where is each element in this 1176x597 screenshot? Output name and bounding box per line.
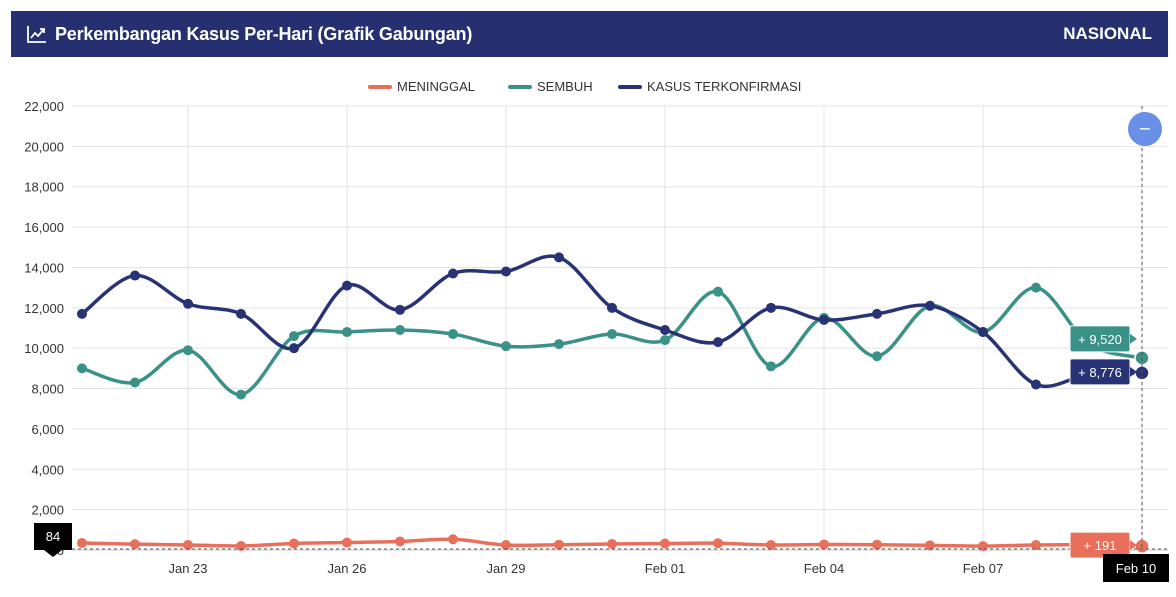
tooltip-pointer-1: [1130, 333, 1137, 344]
y-tick-label: 10,000: [24, 341, 64, 356]
data-point[interactable]: [448, 534, 458, 545]
data-point[interactable]: [819, 539, 829, 550]
data-point[interactable]: [766, 302, 776, 313]
y-tick-label: 2,000: [31, 503, 64, 518]
data-point[interactable]: [77, 538, 87, 549]
crosshair-date-label: Feb 10: [1116, 561, 1156, 576]
data-point[interactable]: [554, 539, 564, 550]
data-point[interactable]: [183, 298, 193, 309]
data-point[interactable]: [395, 536, 405, 547]
data-point[interactable]: [77, 363, 87, 374]
y-tick-label: 8,000: [31, 382, 64, 397]
data-point[interactable]: [501, 266, 511, 277]
data-point[interactable]: [1031, 282, 1041, 293]
data-point[interactable]: [607, 329, 617, 340]
series-line-1: [81, 285, 1143, 397]
data-point[interactable]: [1031, 539, 1041, 550]
tooltip-value-0: + 191: [1084, 538, 1117, 553]
data-point[interactable]: [342, 537, 352, 548]
x-tick-label: Jan 23: [168, 561, 207, 576]
data-point[interactable]: [289, 343, 299, 354]
crosshair-date-box: [1103, 554, 1169, 582]
y-tick-label: 12,000: [24, 301, 64, 316]
crosshair-y-box: [34, 523, 72, 550]
crosshair-y-label: 84: [46, 529, 60, 544]
series-line-2: [80, 254, 1143, 388]
data-point[interactable]: [395, 325, 405, 336]
data-point[interactable]: [713, 538, 723, 549]
chart-header: Perkembangan Kasus Per-Hari (Grafik Gabu…: [11, 11, 1168, 57]
region-label[interactable]: NASIONAL: [1063, 24, 1152, 43]
data-point[interactable]: [660, 335, 670, 346]
data-point[interactable]: [713, 337, 723, 348]
data-point[interactable]: [236, 389, 246, 400]
data-point[interactable]: [236, 308, 246, 319]
zoom-out-button[interactable]: [1128, 112, 1162, 146]
data-point[interactable]: [448, 329, 458, 340]
data-point[interactable]: [872, 351, 882, 362]
y-tick-label: 16,000: [24, 220, 64, 235]
tooltip-pointer-2: [1130, 366, 1137, 377]
data-point[interactable]: [713, 286, 723, 297]
x-tick-label: Feb 07: [963, 561, 1003, 576]
x-tick-label: Feb 04: [804, 561, 844, 576]
data-point[interactable]: [183, 345, 193, 356]
data-point[interactable]: [501, 341, 511, 352]
data-point[interactable]: [448, 268, 458, 279]
data-point[interactable]: [130, 377, 140, 388]
zoom-out-icon: −: [1138, 119, 1151, 138]
data-point[interactable]: [607, 302, 617, 313]
tooltip-value-1: + 9,520: [1078, 332, 1122, 347]
legend-label[interactable]: SEMBUH: [537, 79, 593, 94]
data-point[interactable]: [978, 327, 988, 338]
y-tick-label: 4,000: [31, 462, 64, 477]
data-point[interactable]: [819, 314, 829, 325]
x-tick-label: Feb 01: [645, 561, 685, 576]
data-point[interactable]: [660, 325, 670, 336]
data-point[interactable]: [342, 280, 352, 291]
y-tick-label: 14,000: [24, 260, 64, 275]
data-point[interactable]: [501, 540, 511, 551]
data-point[interactable]: [289, 538, 299, 549]
y-tick-label: 22,000: [24, 99, 64, 114]
legend-label[interactable]: KASUS TERKONFIRMASI: [647, 79, 801, 94]
data-point[interactable]: [554, 339, 564, 350]
x-tick-label: Jan 26: [327, 561, 366, 576]
data-point[interactable]: [607, 538, 617, 549]
data-point[interactable]: [236, 540, 246, 551]
tooltip-pointer-0: [1130, 540, 1137, 551]
tooltip-value-2: + 8,776: [1078, 365, 1122, 380]
data-point[interactable]: [130, 539, 140, 550]
data-point[interactable]: [872, 308, 882, 319]
page-title: Perkembangan Kasus Per-Hari (Grafik Gabu…: [55, 23, 473, 44]
data-point[interactable]: [342, 327, 352, 338]
crosshair-y-pointer: [44, 550, 62, 557]
data-point[interactable]: [130, 270, 140, 281]
data-point[interactable]: [925, 540, 935, 551]
legend-label[interactable]: MENINGGAL: [397, 79, 475, 94]
y-tick-label: 18,000: [24, 180, 64, 195]
data-point[interactable]: [766, 361, 776, 372]
y-tick-label: 6,000: [31, 422, 64, 437]
data-point[interactable]: [183, 539, 193, 550]
data-point[interactable]: [660, 538, 670, 549]
data-point[interactable]: [1031, 379, 1041, 390]
data-point[interactable]: [872, 539, 882, 550]
data-point[interactable]: [766, 539, 776, 550]
title-wrap: Perkembangan Kasus Per-Hari (Grafik Gabu…: [27, 24, 472, 45]
line-chart-icon: [27, 26, 46, 43]
data-point[interactable]: [77, 308, 87, 319]
data-point[interactable]: [554, 252, 564, 263]
data-point[interactable]: [925, 300, 935, 311]
data-point[interactable]: [289, 331, 299, 342]
data-point[interactable]: [395, 304, 405, 315]
y-tick-label: 20,000: [24, 139, 64, 154]
data-point[interactable]: [978, 541, 988, 552]
x-tick-label: Jan 29: [486, 561, 525, 576]
